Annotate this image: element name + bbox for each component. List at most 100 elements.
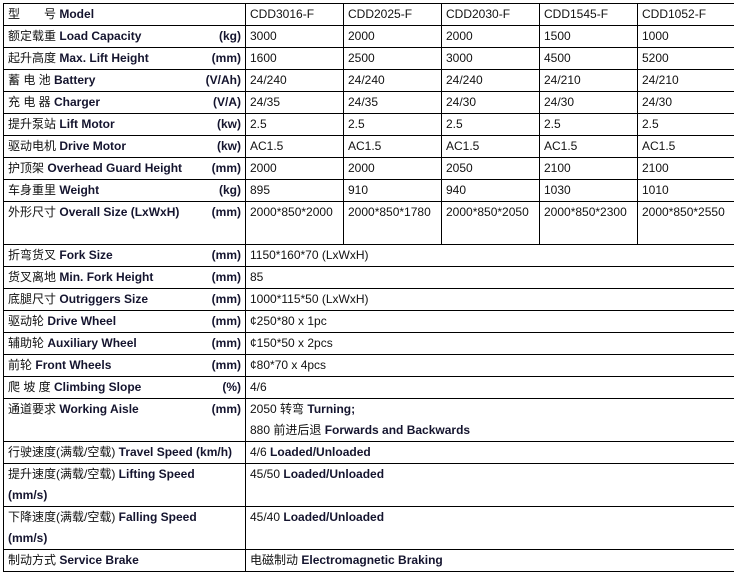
value-en: Forwards and Backwards: [325, 423, 470, 437]
label-cell: 前轮 Front Wheels(mm): [4, 355, 246, 377]
spec-row: 爬 坡 度 Climbing Slope(%)4/6: [4, 377, 734, 399]
label-cn: 起升高度: [8, 51, 56, 65]
model-cell: CDD3016-F: [246, 4, 344, 26]
unit: (mm/s): [8, 531, 47, 545]
value-cell: 85: [246, 267, 734, 289]
value-cell: 24/30: [540, 92, 638, 114]
label-en: Front Wheels: [35, 358, 111, 372]
label-cn: 货叉离地: [8, 270, 56, 284]
label-en: Drive Motor: [59, 139, 126, 153]
unit: (kg): [219, 180, 241, 201]
unit: (mm): [212, 48, 241, 69]
label-cn: 充 电 器: [8, 95, 51, 109]
value-en: Loaded/Unloaded: [283, 510, 384, 524]
value-cell: 940: [442, 180, 540, 202]
value-cell: 24/210: [540, 70, 638, 92]
unit: (%): [222, 377, 241, 398]
label-cell: 辅助轮 Auxiliary Wheel(mm): [4, 333, 246, 355]
label-cell: 驱动电机 Drive Motor(kw): [4, 136, 246, 158]
unit: (mm): [212, 355, 241, 376]
unit: (kw): [217, 136, 241, 157]
label-cn: 提升泵站: [8, 117, 56, 131]
label-en: Battery: [54, 73, 95, 87]
label-cn: 底腿尺寸: [8, 292, 56, 306]
value-cell: 2.5: [638, 114, 734, 136]
unit: (mm): [212, 311, 241, 332]
unit: (mm): [212, 202, 241, 223]
unit: (mm/s): [8, 488, 47, 502]
label-cell: 提升泵站 Lift Motor(kw): [4, 114, 246, 136]
value-cell: 2000: [442, 26, 540, 48]
value-cell: AC1.5: [638, 136, 734, 158]
unit: (mm): [212, 158, 241, 179]
value-cell: ¢250*80 x 1pc: [246, 311, 734, 333]
value-cell: 3000: [442, 48, 540, 70]
value-en: Loaded/Unloaded: [270, 445, 371, 459]
label-cn: 额定载重: [8, 29, 56, 43]
label-cell: 外形尺寸 Overall Size (LxWxH)(mm): [4, 202, 246, 245]
label-en: Drive Wheel: [47, 314, 116, 328]
value-cell: 24/35: [344, 92, 442, 114]
value-cell: 24/240: [442, 70, 540, 92]
label-en: Max. Lift Height: [59, 51, 148, 65]
model-cell: CDD1052-F: [638, 4, 734, 26]
value-cell: 5200: [638, 48, 734, 70]
label-cell: 下降速度(满载/空载) Falling Speed(mm/s): [4, 507, 246, 550]
value-num: 4/6: [250, 445, 267, 459]
value-en: Loaded/Unloaded: [283, 467, 384, 481]
label-cn: 辅助轮: [8, 336, 44, 350]
value-cell: 24/210: [638, 70, 734, 92]
value-cell: 1000*115*50 (LxWxH): [246, 289, 734, 311]
label-cell: 爬 坡 度 Climbing Slope (%): [4, 377, 246, 399]
label-cn: 行驶速度(满载/空载): [8, 445, 115, 459]
value-cell: 910: [344, 180, 442, 202]
label-en: Overhead Guard Height: [47, 161, 182, 175]
value-cell: 4/6 Loaded/Unloaded: [246, 442, 734, 464]
label-en: Charger: [54, 95, 100, 109]
value-cell: 2.5: [540, 114, 638, 136]
value-cell: ¢80*70 x 4pcs: [246, 355, 734, 377]
unit: (kw): [217, 114, 241, 135]
spec-row: 前轮 Front Wheels(mm)¢80*70 x 4pcs: [4, 355, 734, 377]
unit: (mm): [212, 245, 241, 266]
spec-row: 外形尺寸 Overall Size (LxWxH)(mm) 2000*850*20…: [4, 202, 734, 245]
label-en: Weight: [59, 183, 99, 197]
label-en: Climbing Slope: [54, 380, 141, 394]
value-cell: 电磁制动 Electromagnetic Braking: [246, 550, 734, 572]
value-cell: 24/30: [638, 92, 734, 114]
value-cell: 2100: [540, 158, 638, 180]
label-cell: 底腿尺寸 Outriggers Size(mm): [4, 289, 246, 311]
unit: (mm): [212, 267, 241, 288]
label-cn: 爬 坡 度: [8, 380, 51, 394]
spec-row-falling: 下降速度(满载/空载) Falling Speed(mm/s)45/40 Loa…: [4, 507, 734, 550]
value-cell: 24/35: [246, 92, 344, 114]
label-cn: 提升速度(满载/空载): [8, 467, 115, 481]
value-en: Turning;: [307, 402, 355, 416]
value-num: 45/50: [250, 467, 280, 481]
unit: (mm): [212, 333, 241, 354]
header-row: 型 号 Model CDD3016-F CDD2025-F CDD2030-F …: [4, 4, 734, 26]
spec-row-aisle: 通道要求 Working Aisle(mm)2050 转弯 Turning;88…: [4, 399, 734, 442]
unit: (V/Ah): [206, 70, 241, 91]
spec-row: 辅助轮 Auxiliary Wheel(mm)¢150*50 x 2pcs: [4, 333, 734, 355]
spec-table: 型 号 Model CDD3016-F CDD2025-F CDD2030-F …: [3, 3, 734, 572]
value-cell: 2000*850*2050: [442, 202, 540, 245]
value-cell: 45/40 Loaded/Unloaded: [246, 507, 734, 550]
value-cell: 45/50 Loaded/Unloaded: [246, 464, 734, 507]
value-cn: 电磁制动: [250, 553, 298, 567]
model-cell: CDD2025-F: [344, 4, 442, 26]
value-cell: 2000: [246, 158, 344, 180]
value-cell: 895: [246, 180, 344, 202]
label-cn: 护顶架: [8, 161, 44, 175]
value-cn: 2050 转弯: [250, 402, 304, 416]
label-cn: 外形尺寸: [8, 205, 56, 219]
value-cn: 880 前进后退: [250, 423, 321, 437]
value-cell: 24/30: [442, 92, 540, 114]
value-cell: AC1.5: [540, 136, 638, 158]
